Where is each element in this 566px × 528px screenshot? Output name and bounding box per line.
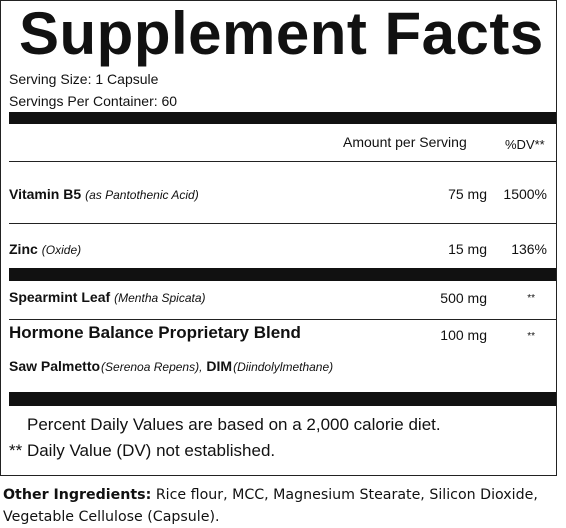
amount-header: Amount per Serving (343, 134, 467, 150)
facts-panel: Supplement Facts Serving Size: 1 Capsule… (0, 0, 557, 476)
dv: 136% (511, 241, 547, 257)
nutrient-detail: (Oxide) (41, 243, 82, 257)
amount: 500 mg (440, 290, 487, 306)
nutrient: Zinc (Oxide) (9, 241, 81, 259)
serving-size: Serving Size: 1 Capsule (9, 71, 159, 87)
footnote: ** Daily Value (DV) not established. (9, 441, 276, 460)
footnote: Percent Daily Values are based on a 2,00… (27, 415, 441, 434)
nutrient-name: Zinc (9, 241, 38, 257)
blend-ingredients: Saw Palmetto(Serenoa Repens), DIM(Diindol… (9, 358, 333, 376)
dv: ** (527, 293, 535, 304)
other-ingredients: Other Ingredients: Rice flour, MCC, Magn… (3, 484, 565, 528)
dv: 1500% (503, 186, 547, 202)
nutrient: Vitamin B5 (as Pantothenic Acid) (9, 186, 199, 204)
ingredient-name: DIM (206, 358, 233, 374)
amount: 100 mg (440, 327, 487, 343)
other-ingredients-label: Other Ingredients: (3, 487, 152, 503)
amount: 75 mg (448, 186, 487, 202)
divider (9, 161, 556, 162)
nutrient-detail: (as Pantothenic Acid) (85, 188, 199, 202)
title: Supplement Facts (19, 0, 544, 67)
amount: 15 mg (448, 241, 487, 257)
ingredient-name: Saw Palmetto (9, 358, 101, 374)
divider (9, 112, 556, 124)
nutrient-name: Vitamin B5 (9, 186, 82, 202)
divider (9, 268, 556, 281)
dv-header: %DV** (505, 137, 545, 152)
nutrient-detail: (Mentha Spicata) (114, 291, 206, 305)
divider (9, 223, 556, 224)
blend-name: Hormone Balance Proprietary Blend (9, 323, 301, 342)
nutrient: Spearmint Leaf (Mentha Spicata) (9, 289, 206, 307)
nutrient-name: Spearmint Leaf (9, 289, 111, 305)
ingredient-detail: (Serenoa Repens), (101, 360, 203, 374)
divider (9, 392, 556, 406)
other-ingredients-text: Rice flour, MCC, Magnesium Stearate, Sil… (3, 487, 538, 525)
ingredient-detail: (Diindolylmethane) (233, 360, 334, 374)
servings-per-container: Servings Per Container: 60 (9, 93, 178, 109)
dv: ** (527, 331, 535, 342)
divider (9, 319, 556, 320)
